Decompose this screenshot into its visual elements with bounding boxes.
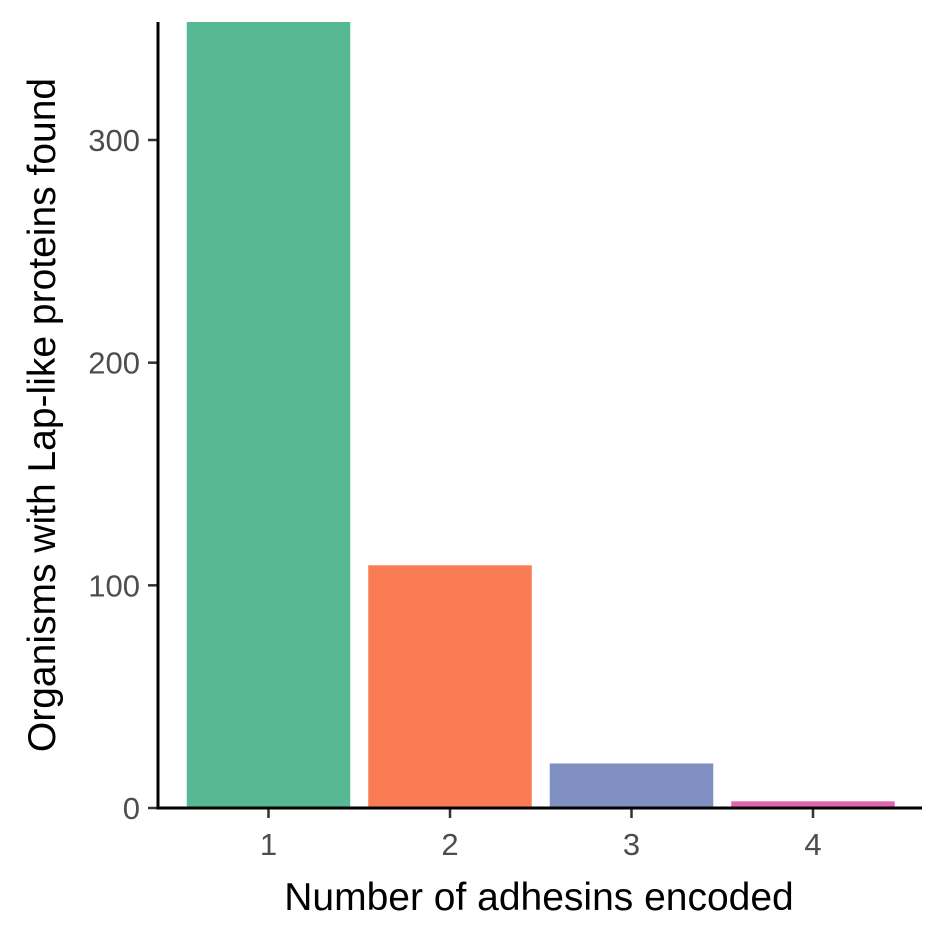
y-axis-title: Organisms with Lap-like proteins found xyxy=(21,78,64,752)
bars-group xyxy=(186,22,895,808)
x-axis-ticks: 1 2 3 4 xyxy=(260,808,822,862)
y-tick-label: 300 xyxy=(88,123,140,158)
x-tick-label: 2 xyxy=(441,827,458,862)
bar-3 xyxy=(549,763,714,808)
x-axis-title: Number of adhesins encoded xyxy=(284,876,794,919)
y-axis-ticks: 0 100 200 300 xyxy=(88,123,158,826)
bar-2 xyxy=(368,565,532,808)
x-tick-label: 3 xyxy=(623,827,640,862)
x-tick-label: 1 xyxy=(260,827,277,862)
y-tick-label: 100 xyxy=(88,568,140,603)
bar-4 xyxy=(731,801,895,808)
y-tick-label: 200 xyxy=(88,346,140,381)
bar-1 xyxy=(186,22,351,808)
y-tick-label: 0 xyxy=(123,791,140,826)
x-tick-label: 4 xyxy=(804,827,821,862)
